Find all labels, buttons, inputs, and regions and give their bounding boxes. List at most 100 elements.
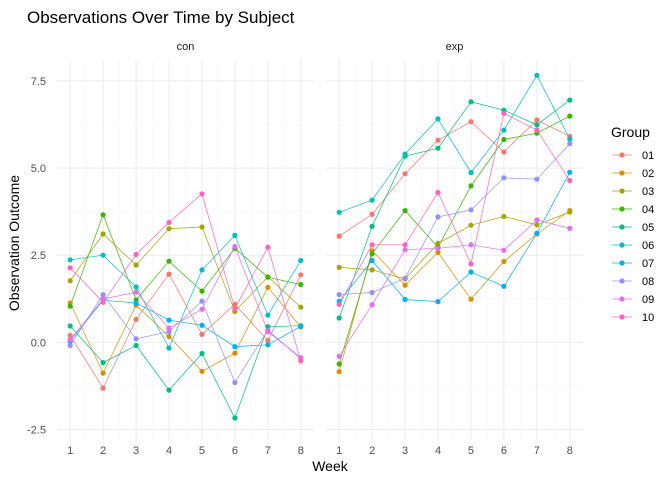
series-line-exp-04 xyxy=(338,115,570,365)
x-tick-label: 8 xyxy=(298,445,304,457)
legend-item-09: 09 xyxy=(612,294,654,306)
facet-series-group xyxy=(336,72,573,375)
data-point-con-06 xyxy=(67,257,73,263)
legend-key-point xyxy=(619,188,625,194)
facet-panel-exp: exp 1 2 3 4 5 6 7 8 xyxy=(326,41,583,457)
data-point-exp-05 xyxy=(336,315,342,321)
legend-title: Group xyxy=(611,124,650,140)
legend-label: 10 xyxy=(642,312,654,324)
data-point-exp-03 xyxy=(501,213,507,220)
data-point-exp-08 xyxy=(567,141,573,147)
data-point-exp-05 xyxy=(435,145,441,151)
y-axis-title: Observation Outcome xyxy=(6,175,22,311)
data-point-con-06 xyxy=(166,345,172,351)
data-point-exp-04 xyxy=(501,136,507,143)
data-point-exp-10 xyxy=(567,178,573,184)
data-point-exp-04 xyxy=(567,113,573,119)
data-point-exp-04 xyxy=(369,251,375,257)
legend: Group 01 02 03 04 05 06 07 08 09 10 xyxy=(611,124,654,324)
data-point-exp-09 xyxy=(501,247,507,253)
legend-item-10: 10 xyxy=(612,312,654,324)
legend-key-point xyxy=(619,152,625,158)
legend-label: 05 xyxy=(642,222,654,234)
data-point-exp-07 xyxy=(501,283,507,289)
series-line-exp-03 xyxy=(339,211,570,280)
data-point-exp-02 xyxy=(402,282,408,288)
series-line-exp-02 xyxy=(338,210,571,372)
data-point-con-05 xyxy=(166,387,172,393)
data-point-con-01 xyxy=(100,385,106,391)
data-point-exp-09 xyxy=(468,242,474,248)
data-point-exp-04 xyxy=(468,183,474,189)
data-point-con-09 xyxy=(232,243,238,250)
facet-label-con: con xyxy=(177,41,195,53)
legend-key-point xyxy=(619,224,625,230)
facet-x-ticks: 1 2 3 4 5 6 7 8 xyxy=(67,445,304,457)
legend-label: 02 xyxy=(642,168,654,180)
y-tick-label: -2.5 xyxy=(27,425,46,437)
series-line-con-10 xyxy=(69,193,302,361)
data-point-exp-07 xyxy=(369,257,375,264)
data-point-con-08 xyxy=(67,342,73,349)
x-tick-label: 1 xyxy=(336,445,342,457)
legend-item-08: 08 xyxy=(612,276,654,288)
data-point-con-10 xyxy=(265,244,271,250)
data-point-exp-06 xyxy=(501,127,507,133)
y-tick-label: 2.5 xyxy=(31,250,46,262)
legend-item-05: 05 xyxy=(612,222,654,234)
data-point-con-04 xyxy=(166,258,172,264)
data-point-con-03 xyxy=(298,304,304,310)
data-point-exp-09 xyxy=(567,225,573,231)
x-axis-title: Week xyxy=(312,458,349,474)
data-point-con-01 xyxy=(265,338,271,344)
data-point-con-02 xyxy=(199,368,205,374)
data-point-exp-10 xyxy=(468,261,474,267)
data-point-exp-10 xyxy=(435,189,441,196)
data-point-con-08 xyxy=(199,298,205,304)
data-point-exp-09 xyxy=(534,217,540,223)
chart-title: Observations Over Time by Subject xyxy=(27,8,295,27)
data-point-con-01 xyxy=(67,332,73,338)
legend-item-04: 04 xyxy=(612,204,654,216)
data-point-con-05 xyxy=(133,342,139,349)
series-line-con-05 xyxy=(69,325,301,419)
legend-label: 03 xyxy=(642,186,654,198)
data-point-con-07 xyxy=(199,322,205,328)
data-point-con-09 xyxy=(199,306,205,312)
y-tick-label: 7.5 xyxy=(31,76,46,88)
data-point-con-06 xyxy=(100,252,106,258)
data-point-con-03 xyxy=(100,231,106,237)
data-point-exp-02 xyxy=(501,258,507,265)
x-tick-label: 1 xyxy=(67,445,73,457)
data-point-exp-08 xyxy=(501,175,507,181)
series-line-exp-09 xyxy=(338,219,570,357)
data-point-con-07 xyxy=(265,342,271,348)
data-point-exp-06 xyxy=(402,151,408,157)
series-line-con-01 xyxy=(69,273,302,389)
data-point-exp-03 xyxy=(534,222,540,228)
series-line-con-09 xyxy=(69,245,302,358)
data-point-exp-08 xyxy=(402,275,408,281)
data-point-exp-10 xyxy=(501,110,507,116)
data-point-con-04 xyxy=(67,303,73,309)
data-point-exp-05 xyxy=(534,122,540,128)
x-tick-label: 6 xyxy=(232,445,238,457)
data-point-exp-10 xyxy=(402,242,408,248)
data-point-exp-08 xyxy=(534,176,540,182)
series-line-con-07 xyxy=(69,299,301,347)
legend-key-point xyxy=(619,206,625,212)
data-point-exp-01 xyxy=(369,211,375,217)
facet-grid xyxy=(57,60,314,440)
facet-grid xyxy=(326,60,583,440)
data-point-con-07 xyxy=(298,323,304,329)
data-point-exp-05 xyxy=(369,223,375,229)
data-point-con-08 xyxy=(232,379,238,386)
series-line-exp-07 xyxy=(338,172,571,302)
data-point-exp-07 xyxy=(534,230,540,236)
series-line-exp-06 xyxy=(339,74,571,213)
legend-item-07: 07 xyxy=(612,258,654,270)
data-point-exp-08 xyxy=(468,207,474,213)
data-point-con-04 xyxy=(265,274,271,280)
data-point-con-04 xyxy=(298,281,304,288)
